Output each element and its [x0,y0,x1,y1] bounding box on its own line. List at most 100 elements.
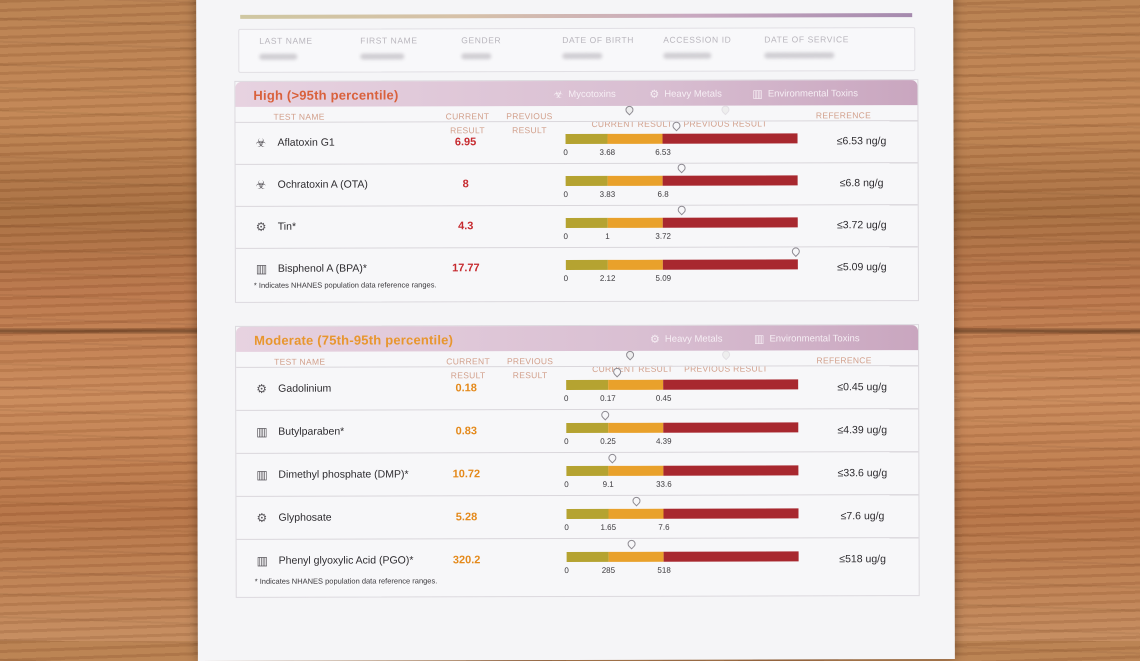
range-tick-label: 6.8 [657,189,669,199]
table-row: ▥ Dimethyl phosphate (DMP)* 10.72 0 9.1 33.6 ≤… [236,451,919,497]
current-result-marker-icon [600,408,612,421]
range-segment-low [566,465,609,476]
category-label: Environmental Toxins [769,333,860,345]
header-divider [240,13,913,19]
category-label: Environmental Toxins [767,88,858,100]
label-gender: GENDER [461,35,502,46]
label-date-of-service: DATE OF SERVICE [764,34,850,45]
mycotoxins-icon: ☣ [553,89,564,102]
reference-range: ≤6.8 ng/g [839,177,884,190]
current-result-marker-icon [675,162,688,174]
current-result-value: 0.83 [455,424,478,437]
range-tick-label: 5.09 [655,273,672,283]
range-bar: 0 3.83 6.8 [563,162,798,199]
range-tick-label: 3.72 [655,231,672,241]
section-moderate: Moderate (75th-95th percentile) ⚙ Heavy Me… [235,324,920,598]
range-segment-mid [607,379,664,390]
range-segment-mid [608,465,664,476]
category-environmental-toxins: ▥ Environmental Toxins [754,332,860,345]
range-tick-label: 0 [563,190,568,200]
heavy-metals-icon: ⚙ [649,88,660,101]
range-segment-low [566,508,609,519]
factory-icon: ▥ [256,424,268,439]
category-heavy-metals: ⚙ Heavy Metals [650,333,722,346]
range-tick-label: 6.53 [655,147,671,157]
range-segment-mid [607,217,664,228]
section-header: Moderate (75th-95th percentile) ⚙ Heavy Me… [236,325,919,352]
range-tick-label: 0 [563,393,569,403]
range-tick-label: 0 [564,522,569,532]
range-tick-label: 0.25 [600,436,616,446]
range-segment-mid [607,259,664,270]
range-tick-label: 3.83 [599,189,616,199]
current-result-marker-icon [630,494,642,506]
heavy-metals-icon: ⚙ [255,219,267,234]
previous-result-pin-icon [719,103,732,116]
footnote: * Indicates NHANES population data refer… [254,576,438,586]
section-header: High (>95th percentile) ☣ Mycotoxins ⚙ Heavy… [235,80,918,107]
test-name: Dimethyl phosphate (DMP)* [278,467,409,481]
current-result-value: 17.77 [452,262,480,275]
section-title: High (>95th percentile) [253,87,399,103]
redacted-value [562,52,603,60]
section-title: Moderate (75th-95th percentile) [254,332,454,348]
label-first-name: FIRST NAME [360,35,418,46]
heavy-metals-icon: ⚙ [256,510,268,525]
range-segment-high [663,217,798,228]
reference-range: ≤33.6 ug/g [837,466,888,479]
reference-range: ≤518 ug/g [839,552,886,565]
range-bar: 0 0.17 0.45 [564,365,799,403]
category-mycotoxins: ☣ Mycotoxins [553,88,615,101]
environmental-toxins-icon: ▥ [752,88,763,101]
range-segment-mid [607,175,664,186]
test-name: Bisphenol A (BPA)* [277,262,367,275]
factory-icon: ▥ [256,553,268,568]
table-row: ⚙ Glyphosate 5.28 0 1.65 7.6 ≤7.6 ug/g [236,494,919,540]
footnote: * Indicates NHANES population data refer… [253,280,437,290]
redacted-value [461,53,492,60]
current-result-value: 6.95 [454,136,477,149]
current-result-marker-icon [625,537,638,550]
lab-report-sheet: LAST NAME FIRST NAME GENDER DATE OF BIRT… [196,0,955,661]
range-segment-high [663,378,799,390]
current-result-marker-icon [671,120,683,132]
range-tick-label: 0 [563,148,568,158]
category-label: Heavy Metals [664,333,723,345]
test-name: Glyphosate [278,511,332,524]
range-segment-high [663,259,798,270]
range-segment-mid [608,551,665,562]
range-tick-label: 0 [564,565,569,575]
range-tick-label: 0 [563,232,569,242]
range-bar: 0 285 518 [564,537,799,575]
biohazard-icon: ☣ [255,135,267,150]
patient-info-box: LAST NAME FIRST NAME GENDER DATE OF BIRT… [238,27,916,73]
range-segment-low [566,379,608,390]
range-bar: 0 0.25 4.39 [564,408,799,446]
reference-range: ≤0.45 ug/g [837,380,887,393]
range-bar: 0 1 3.72 [564,204,798,241]
category-label: Mycotoxins [568,88,616,101]
table-row: ⚙ Tin* 4.3 0 1 3.72 ≤3.72 ug/g [235,204,918,249]
redacted-value [259,53,298,60]
section-high: High (>95th percentile) ☣ Mycotoxins ⚙ Heavy… [234,79,919,303]
table-row: ▥ Butylparaben* 0.83 0 0.25 4.39 ≤4.39 ug/g [236,408,919,454]
range-tick-label: 0.45 [655,393,672,403]
label-last-name: LAST NAME [259,35,313,46]
range-tick-label: 9.1 [602,479,614,489]
current-result-pin-icon [623,104,636,116]
current-result-value: 10.72 [452,467,481,480]
range-tick-label: 2.12 [599,273,616,283]
test-name: Tin* [277,220,297,233]
range-tick-label: 1 [605,231,610,241]
test-name: Phenyl glyoxylic Acid (PGO)* [278,553,414,567]
category-environmental-toxins: ▥ Environmental Toxins [752,87,858,100]
current-result-value: 5.28 [455,510,478,523]
range-tick-label: 7.6 [658,522,670,532]
range-segment-low [565,133,608,145]
range-segment-mid [608,508,664,519]
reference-range: ≤6.53 ng/g [836,135,887,148]
range-segment-low [565,175,608,187]
label-accession-id: ACCESSION ID [663,34,732,45]
category-label: Heavy Metals [664,88,722,100]
range-bar: 0 9.1 33.6 [564,451,799,489]
